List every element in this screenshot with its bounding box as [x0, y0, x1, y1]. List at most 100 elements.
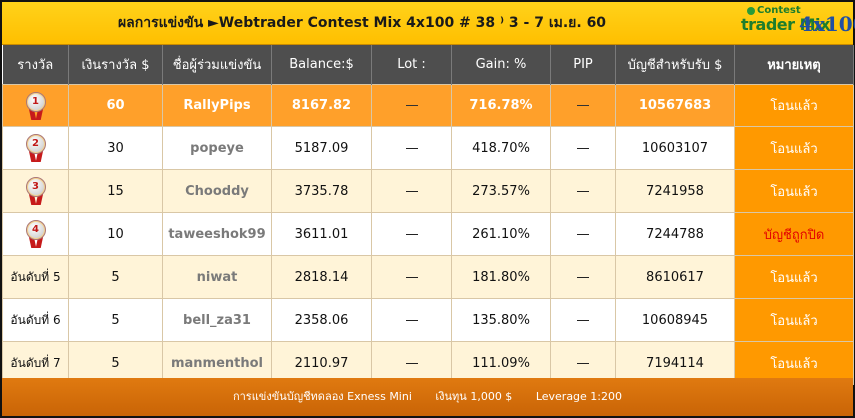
- account-cell: 7244788: [615, 212, 735, 256]
- remark-cell: โอนแล้ว: [734, 126, 854, 170]
- header-balance: Balance:$: [271, 45, 372, 85]
- account-cell: 10603107: [615, 126, 735, 170]
- dash-icon: [405, 190, 418, 192]
- rank-cell: อันดับที่ 6: [2, 298, 69, 342]
- balance-cell: 5187.09: [271, 126, 372, 170]
- name-cell: manmenthol: [162, 341, 272, 385]
- prize-cell: 5: [68, 255, 163, 299]
- dash-icon: [577, 362, 589, 364]
- header-row: รางวัล เงินรางวัล $ ชื่อผู้ร่วมแข่งขัน B…: [2, 45, 854, 85]
- pip-cell: [550, 298, 616, 342]
- header-prize: เงินรางวัล $: [68, 45, 163, 85]
- rank-cell: 3: [2, 169, 69, 213]
- account-cell: 7194114: [615, 341, 735, 385]
- dash-icon: [577, 190, 589, 192]
- header-name: ชื่อผู้ร่วมแข่งขัน: [162, 45, 272, 85]
- prize-cell: 5: [68, 298, 163, 342]
- dash-icon: [577, 276, 589, 278]
- lot-cell: [371, 212, 452, 256]
- pip-cell: [550, 341, 616, 385]
- dash-icon: [405, 276, 418, 278]
- remark-cell: โอนแล้ว: [734, 341, 854, 385]
- account-cell: 10608945: [615, 298, 735, 342]
- page-title: ผลการแข่งขัน ►Webtrader Contest Mix 4x10…: [117, 15, 607, 31]
- account-cell: 7241958: [615, 169, 735, 213]
- header-gain: Gain: %: [451, 45, 551, 85]
- balance-cell: 2358.06: [271, 298, 372, 342]
- contest-logo: Contest trader Mix 4x100: [739, 5, 855, 41]
- name-cell: popeye: [162, 126, 272, 170]
- table-row: 4 10 taweeshok99 3611.01 261.10% 7244788…: [2, 212, 854, 256]
- remark-cell: โอนแล้ว: [734, 298, 854, 342]
- dash-icon: [405, 147, 418, 149]
- table-row: 3 15 Chooddy 3735.78 273.57% 7241958 โอน…: [2, 169, 854, 213]
- gain-cell: 111.09%: [451, 341, 551, 385]
- rank-cell: 4: [2, 212, 69, 256]
- remark-cell: โอนแล้ว: [734, 255, 854, 299]
- footer-leverage: Leverage 1:200: [535, 390, 623, 403]
- medal-icon: 2: [25, 134, 47, 162]
- footer-capital: เงินทุน 1,000 $: [435, 390, 513, 403]
- dash-icon: [577, 147, 589, 149]
- table-row: 1 60 RallyPips 8167.82 716.78% 10567683 …: [2, 84, 854, 127]
- medal-icon: 1: [25, 91, 47, 120]
- gain-cell: 716.78%: [451, 84, 551, 127]
- rank-cell: 2: [2, 126, 69, 170]
- header-remark: หมายเหตุ: [734, 45, 854, 85]
- lot-cell: [371, 84, 452, 127]
- gain-cell: 261.10%: [451, 212, 551, 256]
- logo-text-top: Contest: [757, 5, 801, 16]
- balance-cell: 2818.14: [271, 255, 372, 299]
- header-rank: รางวัล: [2, 45, 69, 85]
- logo-star-icon: [747, 7, 755, 15]
- lot-cell: [371, 126, 452, 170]
- footer-contest-type: การแข่งขันบัญชีทดลอง Exness Mini: [232, 390, 412, 403]
- name-cell: Chooddy: [162, 169, 272, 213]
- gain-cell: 135.80%: [451, 298, 551, 342]
- rank-cell: อันดับที่ 7: [2, 341, 69, 385]
- medal-icon: 3: [25, 177, 47, 205]
- table-row: อันดับที่ 7 5 manmenthol 2110.97 111.09%…: [2, 341, 854, 385]
- name-cell: RallyPips: [162, 84, 272, 127]
- balance-cell: 3735.78: [271, 169, 372, 213]
- gain-cell: 418.70%: [451, 126, 551, 170]
- title-bar: ผลการแข่งขัน ►Webtrader Contest Mix 4x10…: [2, 2, 855, 45]
- header-lot: Lot :: [371, 45, 452, 85]
- lot-cell: [371, 298, 452, 342]
- medal-icon: 4: [25, 220, 47, 248]
- account-cell: 10567683: [615, 84, 735, 127]
- results-table: รางวัล เงินรางวัล $ ชื่อผู้ร่วมแข่งขัน B…: [2, 45, 854, 385]
- gain-cell: 181.80%: [451, 255, 551, 299]
- name-cell: bell_za31: [162, 298, 272, 342]
- remark-cell: บัญชีถูกปิด: [734, 212, 854, 256]
- rank-cell: อันดับที่ 5: [2, 255, 69, 299]
- prize-cell: 15: [68, 169, 163, 213]
- table-row: 2 30 popeye 5187.09 418.70% 10603107 โอน…: [2, 126, 854, 170]
- prize-cell: 5: [68, 341, 163, 385]
- name-cell: taweeshok99: [162, 212, 272, 256]
- remark-cell: โอนแล้ว: [734, 84, 854, 127]
- pip-cell: [550, 169, 616, 213]
- dash-icon: [405, 362, 418, 364]
- logo-text-left: trader Mix: [741, 15, 830, 34]
- table-row: อันดับที่ 6 5 bell_za31 2358.06 135.80% …: [2, 298, 854, 342]
- lot-cell: [371, 255, 452, 299]
- account-cell: 8610617: [615, 255, 735, 299]
- logo-text-right: 4x100: [799, 12, 855, 36]
- lot-cell: [371, 169, 452, 213]
- balance-cell: 8167.82: [271, 84, 372, 127]
- pip-cell: [550, 255, 616, 299]
- table-row: อันดับที่ 5 5 niwat 2818.14 181.80% 8610…: [2, 255, 854, 299]
- name-cell: niwat: [162, 255, 272, 299]
- dash-icon: [577, 105, 589, 106]
- balance-cell: 3611.01: [271, 212, 372, 256]
- rank-cell: 1: [2, 84, 69, 127]
- dash-icon: [577, 233, 589, 235]
- prize-cell: 60: [68, 84, 163, 127]
- prize-cell: 30: [68, 126, 163, 170]
- prize-cell: 10: [68, 212, 163, 256]
- dash-icon: [405, 319, 418, 321]
- dash-icon: [405, 233, 418, 235]
- gain-cell: 273.57%: [451, 169, 551, 213]
